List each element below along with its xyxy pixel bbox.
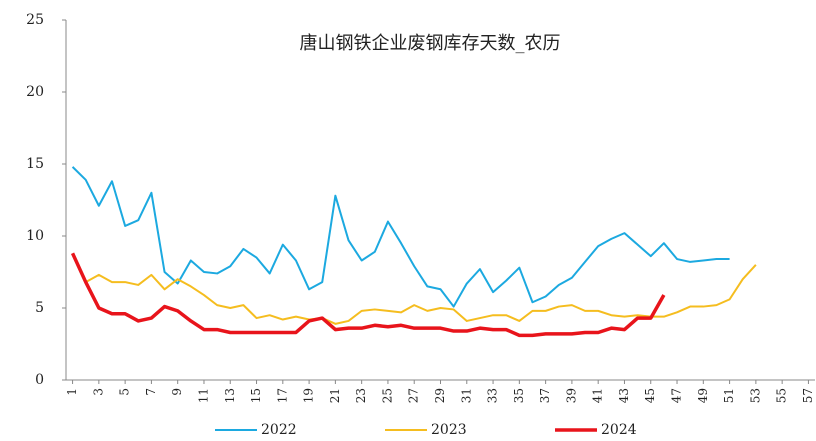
y-tick-label: 0 xyxy=(35,372,44,388)
x-tick-label: 57 xyxy=(801,388,815,403)
x-tick-label: 13 xyxy=(223,388,237,403)
x-tick-label: 31 xyxy=(459,388,473,403)
x-tick-label: 39 xyxy=(564,388,578,403)
x-tick-label: 33 xyxy=(486,388,500,403)
x-tick-label: 29 xyxy=(433,388,447,403)
y-tick-label: 5 xyxy=(35,300,44,316)
x-tick-label: 9 xyxy=(170,388,184,396)
x-tick-label: 19 xyxy=(302,388,316,403)
x-tick-label: 21 xyxy=(328,388,342,403)
y-tick-label: 20 xyxy=(26,84,44,100)
x-tick-label: 17 xyxy=(275,388,289,403)
x-tick-label: 35 xyxy=(512,388,526,403)
x-tick-label: 47 xyxy=(670,388,684,403)
x-tick-label: 23 xyxy=(354,388,368,403)
x-tick-label: 45 xyxy=(643,388,657,403)
x-tick-label: 25 xyxy=(380,388,394,403)
x-tick-label: 37 xyxy=(538,388,552,403)
x-tick-label: 15 xyxy=(249,388,263,403)
y-tick-label: 10 xyxy=(26,228,44,244)
x-tick-label: 43 xyxy=(617,388,631,403)
x-tick-label: 49 xyxy=(696,388,710,403)
chart-title: 唐山钢铁企业废钢库存天数_农历 xyxy=(300,33,561,54)
y-tick-label: 15 xyxy=(26,156,44,172)
x-tick-label: 51 xyxy=(722,388,736,403)
x-tick-label: 3 xyxy=(91,388,105,396)
legend-label: 2024 xyxy=(601,422,637,438)
y-tick-label: 25 xyxy=(26,12,44,28)
x-tick-label: 11 xyxy=(196,388,210,403)
x-tick-label: 55 xyxy=(775,388,789,403)
x-tick-label: 53 xyxy=(748,388,762,403)
x-tick-label: 5 xyxy=(118,388,132,396)
series-line xyxy=(71,166,730,308)
legend-label: 2022 xyxy=(261,422,297,438)
x-tick-label: 27 xyxy=(407,388,421,403)
series-line xyxy=(85,264,757,325)
x-tick-label: 1 xyxy=(65,388,79,396)
x-tick-label: 41 xyxy=(591,388,605,403)
legend-label: 2023 xyxy=(431,422,467,438)
x-tick-label: 7 xyxy=(144,388,158,396)
series-line xyxy=(70,252,666,338)
